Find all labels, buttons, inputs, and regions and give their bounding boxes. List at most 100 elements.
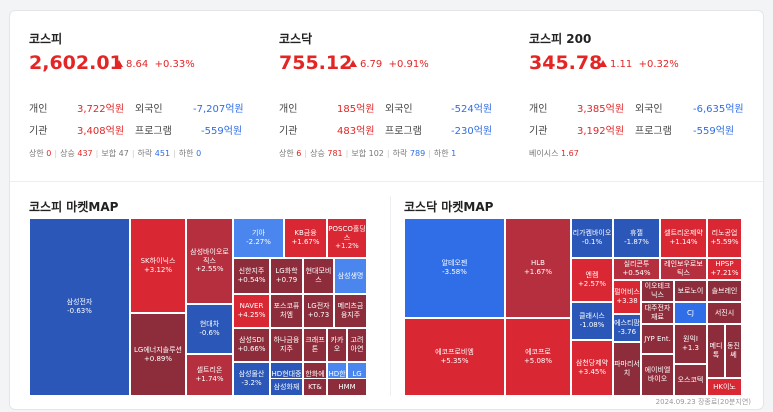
tile-stock-name: 삼성생명 xyxy=(337,271,364,280)
tile-stock-name: 삼천당제약 xyxy=(575,359,609,368)
kospi200-summary[interactable]: 코스피 200 345.78 1.11 +0.32% 개인 3,385억원 외국… xyxy=(529,11,759,176)
treemap-tile[interactable]: 기아 -2.27% xyxy=(233,218,284,258)
tile-change-rate: +1.67% xyxy=(523,268,553,276)
kosdaq-summary[interactable]: 코스닥 755.12 6.79 +0.91% 개인 185억원 외국인 -524… xyxy=(279,11,509,176)
treemap-tile[interactable]: HLB +1.67% xyxy=(505,218,571,318)
treemap-tile[interactable]: 삼성바이오로직스 +2.55% xyxy=(186,218,233,304)
treemap-tile[interactable]: 레인보우로보틱스 xyxy=(660,258,707,280)
treemap-tile[interactable]: 삼성화재 xyxy=(270,378,303,396)
tile-change-rate: +5.59% xyxy=(710,238,739,246)
kosdaq-treemap: 알테오젠 -3.58% HLB +1.67% 에코프로비엠 +5.35% 에코프로 +5.08… xyxy=(404,218,742,396)
tile-stock-name: POSCO홀딩스 xyxy=(328,224,366,242)
tile-stock-name: LG전자 xyxy=(307,302,330,311)
treemap-tile[interactable]: 삼성전자 -0.63% xyxy=(29,218,130,396)
treemap-tile[interactable]: 엔켐 +2.57% xyxy=(571,258,613,302)
treemap-tile[interactable]: 현대차 -0.6% xyxy=(186,304,233,354)
kosdaq-map-title[interactable]: 코스닥 마켓MAP xyxy=(404,200,494,214)
treemap-tile[interactable]: KB금융 +1.67% xyxy=(284,218,327,258)
treemap-tile[interactable]: 삼천당제약 +3.45% xyxy=(571,340,613,396)
treemap-tile[interactable]: 에이비엘바이오 xyxy=(641,354,674,396)
treemap-tile[interactable]: POSCO홀딩스 +1.2% xyxy=(327,218,367,258)
program-label: 프로그램 xyxy=(135,126,172,137)
vertical-divider xyxy=(390,196,391,396)
treemap-tile[interactable]: NAVER +4.25% xyxy=(233,294,270,328)
treemap-tile[interactable]: 에코프로 +5.08% xyxy=(505,318,571,396)
index-name[interactable]: 코스피 200 xyxy=(529,32,592,46)
treemap-tile[interactable]: 리노공업 +5.59% xyxy=(707,218,742,258)
treemap-tile[interactable]: 휴젤 -1.87% xyxy=(613,218,660,258)
tile-stock-name: 셀트리온제약 xyxy=(664,229,703,238)
institution-label: 기관 xyxy=(529,126,548,137)
treemap-tile[interactable]: JYP Ent. xyxy=(641,324,674,354)
change-points: 6.79 xyxy=(360,59,383,70)
treemap-tile[interactable]: 보로노이 xyxy=(674,280,707,302)
kospi-summary[interactable]: 코스피 2,602.01 8.64 +0.33% 개인 3,722억원 외국인 … xyxy=(29,11,259,176)
tile-change-rate: -3.58% xyxy=(442,268,467,276)
individual-label: 개인 xyxy=(29,104,48,115)
treemap-tile[interactable]: 신한지주 +0.54% xyxy=(233,258,270,294)
treemap-tile[interactable]: SK하이닉스 +3.12% xyxy=(130,218,186,313)
triangle-up-icon xyxy=(115,60,123,67)
treemap-tile[interactable]: LG화학 +0.79 xyxy=(270,258,303,294)
tile-change-rate: +4.25% xyxy=(237,311,266,319)
upper-limit-count: 0 xyxy=(46,149,52,158)
treemap-tile[interactable]: 펄어비스 +3.38 xyxy=(613,280,641,314)
tile-stock-name: 엔켐 xyxy=(585,271,599,280)
treemap-tile[interactable]: 에스티팜 -3.76 xyxy=(613,314,641,342)
treemap-tile[interactable]: 클래시스 -1.08% xyxy=(571,302,613,340)
index-value: 755.12 xyxy=(279,52,353,74)
data-timestamp: 2024.09.23 장종료(20분지연) xyxy=(655,398,751,406)
tile-stock-name: 대주전자재료 xyxy=(644,304,671,321)
treemap-tile[interactable]: 에코프로비엠 +5.35% xyxy=(404,318,505,396)
rise-count: 781 xyxy=(327,149,343,158)
kospi-map-title[interactable]: 코스피 마켓MAP xyxy=(29,200,119,214)
treemap-tile[interactable]: 삼성생명 xyxy=(334,258,367,294)
treemap-tile[interactable]: 하나금융지주 xyxy=(270,328,303,362)
treemap-tile[interactable]: LG에너지솔루션 +0.89% xyxy=(130,313,186,396)
treemap-tile[interactable]: 솔브레인 xyxy=(707,280,742,302)
index-name[interactable]: 코스닥 xyxy=(279,32,313,46)
treemap-tile[interactable]: 셀트리온 +1.74% xyxy=(186,354,233,396)
treemap-tile[interactable]: 동진쎄 xyxy=(725,324,742,378)
tile-stock-name: 실리콘투 xyxy=(623,260,650,269)
treemap-tile[interactable]: HMM xyxy=(327,378,367,396)
treemap-tile[interactable]: 파마리서치 xyxy=(613,342,641,396)
treemap-tile[interactable]: 메리츠금융지주 xyxy=(334,294,367,328)
tile-change-rate: +3.45% xyxy=(577,368,607,376)
treemap-tile[interactable]: 원익I +1.3 xyxy=(674,324,707,364)
tile-change-rate: -3.2% xyxy=(241,379,262,387)
individual-label: 개인 xyxy=(529,104,548,115)
individual-value: 3,385억원 xyxy=(577,104,625,115)
flat-count: 102 xyxy=(368,149,384,158)
treemap-tile[interactable]: 카카오 xyxy=(327,328,347,362)
treemap-tile[interactable]: 셀트리온제약 +1.14% xyxy=(660,218,707,258)
treemap-tile[interactable]: 서진시 xyxy=(707,302,742,324)
treemap-tile[interactable]: 오스코텍 xyxy=(674,364,707,396)
kospi-treemap: 삼성전자 -0.63% SK하이닉스 +3.12% LG에너지솔루션 +0.89% 삼성바이… xyxy=(29,218,375,396)
treemap-tile[interactable]: 삼성SDI +0.66% xyxy=(233,328,270,362)
tile-stock-name: 포스코퓨처엠 xyxy=(273,302,300,319)
tile-stock-name: 펄어비스 xyxy=(614,288,640,297)
treemap-tile[interactable]: 삼성물산 -3.2% xyxy=(233,362,270,396)
treemap-tile[interactable]: 실리콘투 +0.54% xyxy=(613,258,660,280)
tile-stock-name: HPSP xyxy=(715,260,734,269)
treemap-tile[interactable]: HK이노 xyxy=(707,378,742,396)
treemap-tile[interactable]: 리가켐바이오 -0.1% xyxy=(571,218,613,258)
treemap-tile[interactable]: 현대모비스 xyxy=(303,258,334,294)
treemap-tile[interactable]: 대주전자재료 xyxy=(641,302,674,324)
treemap-tile[interactable]: 메디톡 xyxy=(707,324,725,378)
change-rate: +0.32% xyxy=(638,59,679,70)
treemap-tile[interactable]: CJ xyxy=(674,302,707,324)
index-value: 345.78 xyxy=(529,52,603,74)
treemap-tile[interactable]: 크래프톤 xyxy=(303,328,327,362)
treemap-tile[interactable]: 알테오젠 -3.58% xyxy=(404,218,505,318)
treemap-tile[interactable]: 고려아연 xyxy=(347,328,367,362)
treemap-tile[interactable]: KT& xyxy=(303,378,327,396)
tile-stock-name: LG에너지솔루션 xyxy=(134,345,182,354)
index-name[interactable]: 코스피 xyxy=(29,32,63,46)
treemap-tile[interactable]: LG전자 +0.73 xyxy=(303,294,334,328)
treemap-tile[interactable]: 포스코퓨처엠 xyxy=(270,294,303,328)
fall-count: 789 xyxy=(409,149,426,158)
treemap-tile[interactable]: 이오테크닉스 xyxy=(641,280,674,302)
treemap-tile[interactable]: HPSP +7.21% xyxy=(707,258,742,280)
